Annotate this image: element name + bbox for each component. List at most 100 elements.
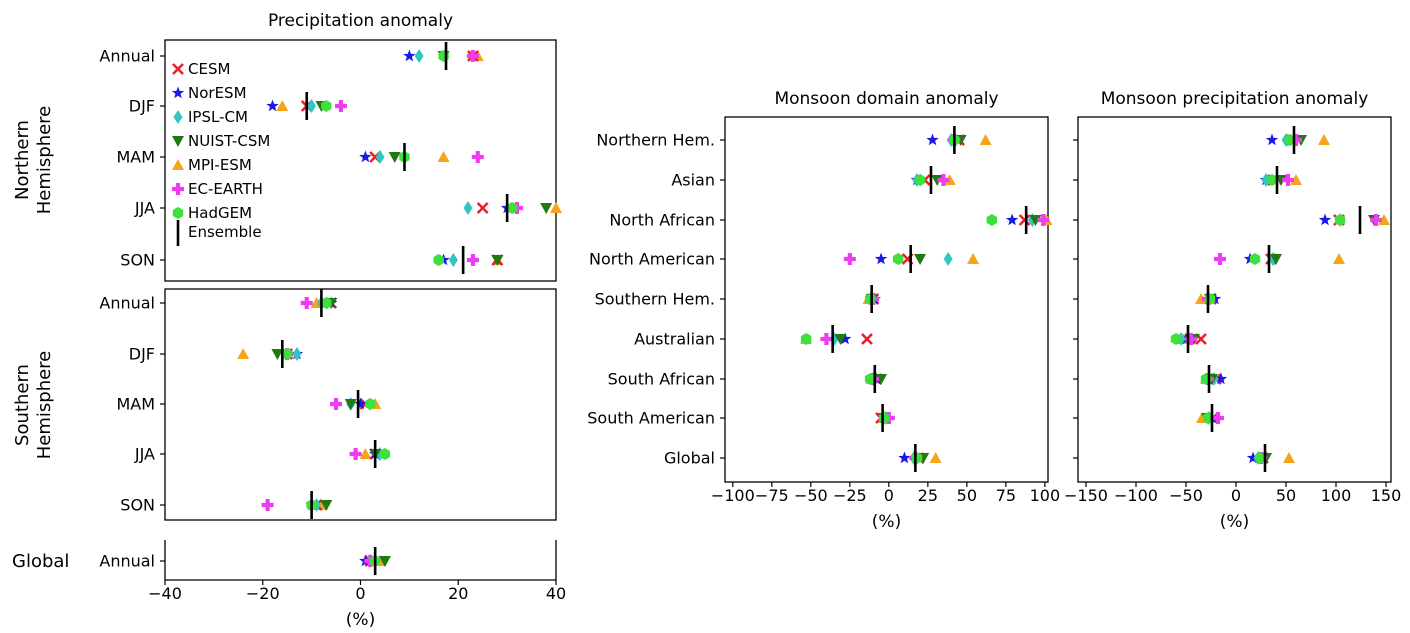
monsoon-precip-point-noresm bbox=[1265, 133, 1279, 146]
monsoon-precip-point-hadgem bbox=[1254, 452, 1266, 464]
monsoon-precip-point-noresm bbox=[1318, 213, 1332, 226]
domain-point-hadgem bbox=[893, 253, 904, 265]
monsoon-precip-point-nuist-csm bbox=[1270, 254, 1282, 265]
domain-row-label: North American bbox=[589, 250, 715, 269]
legend-marker-noresm bbox=[171, 86, 185, 99]
precip-southern-hemisphere-point-ipsl-cm bbox=[292, 347, 302, 361]
legend-label-noresm: NorESM bbox=[188, 84, 247, 102]
precip-southern-hemisphere-group-label-line1: Southern bbox=[12, 364, 33, 446]
precip-southern-hemisphere-point-ec-earth bbox=[261, 499, 274, 511]
precip-xtick-label: 0 bbox=[355, 584, 365, 603]
precip-northern-hemisphere-point-ipsl-cm bbox=[414, 49, 424, 63]
precip-northern-hemisphere-point-nuist-csm bbox=[540, 203, 553, 214]
domain-chart-title: Monsoon domain anomaly bbox=[774, 89, 998, 109]
precip-x-axis-label: (%) bbox=[346, 610, 375, 630]
domain-point-ec-earth bbox=[1037, 214, 1050, 226]
domain-point-mpi-esm bbox=[979, 134, 992, 145]
precip-southern-hemisphere-point-hadgem bbox=[281, 348, 293, 360]
domain-point-mpi-esm bbox=[967, 253, 980, 264]
monsoon-precip-xtick-label: −150 bbox=[1064, 486, 1108, 505]
domain-xtick-label: −75 bbox=[755, 486, 789, 505]
monsoon-precip-point-mpi-esm bbox=[1195, 293, 1207, 304]
legend-label-ec-earth: EC-EARTH bbox=[188, 180, 263, 198]
precip-xtick-label: 20 bbox=[448, 584, 468, 603]
precip-southern-hemisphere-row-label: JJA bbox=[134, 445, 155, 464]
precip-northern-hemisphere-group-label-line2: Hemisphere bbox=[34, 106, 55, 215]
domain-frame bbox=[724, 116, 1049, 483]
monsoon-precip-point-ec-earth bbox=[1212, 412, 1224, 424]
precip-northern-hemisphere-point-hadgem bbox=[433, 254, 444, 266]
monsoon-precip-point-ec-earth bbox=[1214, 253, 1226, 265]
monsoon-precip-point-hadgem bbox=[1284, 134, 1296, 146]
domain-row-label: South African bbox=[608, 370, 715, 389]
monsoon-precip-x-axis-label: (%) bbox=[1220, 512, 1249, 532]
domain-point-hadgem bbox=[986, 214, 998, 226]
monsoon-precip-point-noresm bbox=[1214, 372, 1228, 385]
domain-point-noresm bbox=[926, 133, 939, 146]
legend-label-ensemble: Ensemble bbox=[188, 223, 262, 241]
domain-point-hadgem bbox=[864, 373, 876, 385]
monsoon-precip-point-hadgem bbox=[1170, 333, 1182, 345]
precip-southern-hemisphere-point-mpi-esm bbox=[359, 448, 372, 459]
precip-northern-hemisphere-frame bbox=[164, 39, 557, 282]
precip-southern-hemisphere-group-label-line2: Hemisphere bbox=[34, 351, 55, 460]
precip-southern-hemisphere-group-label: Southern Hemisphere bbox=[12, 351, 55, 460]
precip-northern-hemisphere-row-label: Annual bbox=[99, 47, 155, 66]
legend-label-hadgem: HadGEM bbox=[188, 204, 252, 222]
legend-label-nuist-csm: NUIST-CSM bbox=[188, 132, 270, 150]
monsoon-precip-point-mpi-esm bbox=[1283, 452, 1295, 463]
precip-southern-hemisphere-point-hadgem bbox=[321, 297, 332, 309]
domain-row-label: Global bbox=[664, 449, 715, 468]
domain-xtick-label: 25 bbox=[918, 486, 938, 505]
precip-northern-hemisphere-point-hadgem bbox=[321, 100, 332, 112]
precip-northern-hemisphere-row-label: JJA bbox=[134, 199, 155, 218]
precip-northern-hemisphere-point-ec-earth bbox=[334, 100, 347, 112]
precip-northern-hemisphere-point-cesm bbox=[476, 202, 489, 214]
precip-southern-hemisphere-point-nuist-csm bbox=[344, 399, 357, 410]
domain-point-nuist-csm bbox=[875, 374, 888, 385]
precip-northern-hemisphere-point-nuist-csm bbox=[388, 152, 401, 163]
monsoon-precip-point-hadgem bbox=[1334, 214, 1346, 226]
monsoon-precip-point-hadgem bbox=[1249, 253, 1261, 265]
domain-row-label: South American bbox=[587, 409, 715, 428]
precip-southern-hemisphere-point-noresm bbox=[354, 397, 367, 410]
legend-marker-ec-earth bbox=[172, 183, 184, 195]
monsoon-precip-point-ec-earth bbox=[1370, 214, 1382, 226]
precip-southern-hemisphere-point-nuist-csm bbox=[271, 349, 284, 360]
precip-northern-hemisphere-point-mpi-esm bbox=[437, 151, 450, 162]
precip-northern-hemisphere-point-noresm bbox=[403, 49, 416, 62]
monsoon-precip-xtick-label: −100 bbox=[1114, 486, 1158, 505]
precip-northern-hemisphere-point-ipsl-cm bbox=[375, 150, 385, 164]
legend-marker-nuist-csm bbox=[172, 136, 184, 147]
precip-southern-hemisphere-row-label: MAM bbox=[116, 395, 155, 414]
precip-northern-hemisphere-point-nuist-csm bbox=[491, 255, 504, 266]
monsoon-precip-xtick-label: 50 bbox=[1276, 486, 1296, 505]
precip-northern-hemisphere-point-ipsl-cm bbox=[307, 99, 317, 113]
legend-marker-mpi-esm bbox=[172, 159, 184, 170]
domain-row-label: North African bbox=[609, 211, 715, 230]
domain-row-label: Northern Hem. bbox=[596, 131, 715, 150]
domain-point-hadgem bbox=[800, 333, 812, 345]
monsoon-precip-point-hadgem bbox=[1202, 412, 1214, 424]
precip-northern-hemisphere-point-ec-earth bbox=[466, 50, 479, 62]
domain-xtick-label: −25 bbox=[833, 486, 867, 505]
precip-legend: CESM NorESM IPSL-CM NUIST-CSM MPI-ESM EC-EART… bbox=[171, 60, 270, 246]
precip-northern-hemisphere-point-ipsl-cm bbox=[448, 253, 458, 267]
domain-point-hadgem bbox=[914, 174, 926, 186]
precip-southern-hemisphere-point-ec-earth bbox=[300, 297, 313, 309]
precip-northern-hemisphere-row-label: MAM bbox=[116, 148, 155, 167]
precip-global-group-label: Global bbox=[12, 551, 69, 572]
precip-northern-hemisphere-point-mpi-esm bbox=[550, 202, 562, 213]
legend-marker-hadgem bbox=[172, 207, 184, 219]
monsoon-precip-xtick-label: 100 bbox=[1321, 486, 1352, 505]
precip-northern-hemisphere-point-ipsl-cm bbox=[463, 201, 473, 215]
monsoon-precip-point-ec-earth bbox=[1282, 174, 1294, 186]
precip-global-point-nuist-csm bbox=[378, 556, 391, 567]
precip-northern-hemisphere-group-label: Northern Hemisphere bbox=[12, 106, 55, 215]
monsoon-precip-xtick-label: 150 bbox=[1371, 486, 1402, 505]
precip-northern-hemisphere-group-label-line1: Northern bbox=[12, 120, 33, 200]
legend-marker-ipsl-cm bbox=[173, 110, 183, 124]
precip-northern-hemisphere-point-ec-earth bbox=[471, 151, 484, 163]
domain-point-cesm bbox=[861, 333, 873, 345]
domain-point-noresm bbox=[838, 332, 852, 345]
